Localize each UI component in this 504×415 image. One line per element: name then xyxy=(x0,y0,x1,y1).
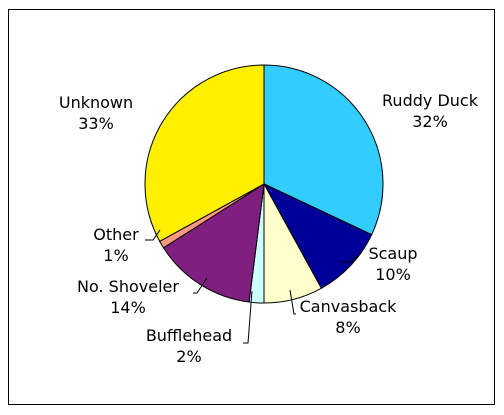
slice-label-ruddy-duck: Ruddy Duck xyxy=(382,91,479,110)
leader-canvasback xyxy=(289,289,296,315)
pie-slice-unknown xyxy=(144,64,265,243)
pie-slice-ruddy-duck xyxy=(263,64,384,236)
slice-label-canvasback: Canvasback xyxy=(300,297,397,316)
leader-scaup xyxy=(341,254,360,263)
slice-value-ruddy-duck: 32% xyxy=(412,112,448,131)
slice-label-other: Other xyxy=(93,225,139,244)
slice-value-other: 1% xyxy=(103,246,128,265)
slice-label-bufflehead: Bufflehead xyxy=(146,326,232,345)
slice-value-canvasback: 8% xyxy=(335,318,360,337)
slice-label-unknown: Unknown xyxy=(59,93,133,112)
slice-value-no-shoveler: 14% xyxy=(110,298,146,317)
leader-other xyxy=(145,229,161,241)
slice-label-no-shoveler: No. Shoveler xyxy=(77,277,179,296)
slice-value-bufflehead: 2% xyxy=(176,347,201,366)
slice-label-scaup: Scaup xyxy=(368,244,417,263)
pie-slice-no-shoveler xyxy=(162,183,265,303)
leader-bufflehead xyxy=(243,290,253,344)
slice-value-scaup: 10% xyxy=(375,265,411,284)
slice-value-unknown: 33% xyxy=(78,114,114,133)
leader-no-shoveler xyxy=(193,277,208,294)
